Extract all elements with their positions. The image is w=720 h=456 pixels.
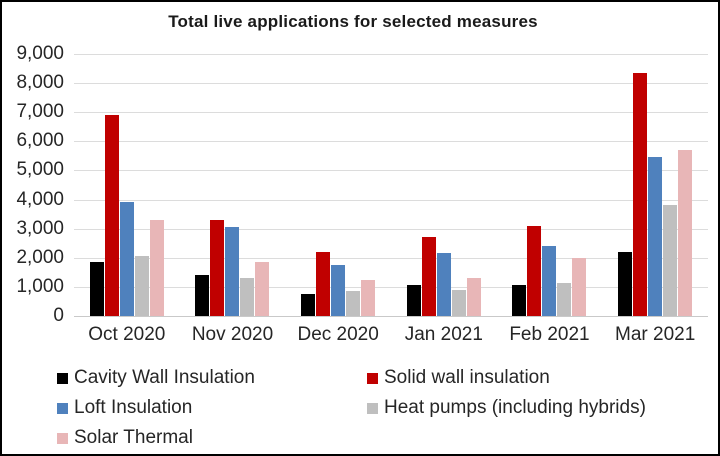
- bar-cavity-wall-insulation-mar-2021: [618, 251, 633, 316]
- bar-cavity-wall-insulation-oct-2020: [89, 262, 104, 316]
- gridline-8000: [74, 83, 708, 85]
- legend-label: Loft Insulation: [74, 397, 193, 418]
- legend-swatch-icon: [57, 372, 68, 384]
- legend-label: Cavity Wall Insulation: [74, 367, 255, 388]
- bar-loft-insulation-oct-2020: [119, 202, 134, 316]
- bar-loft-insulation-dec-2020: [331, 265, 346, 316]
- legend-swatch-icon: [57, 432, 68, 444]
- bar-group-oct-2020: [74, 54, 180, 316]
- x-tick-label: Oct 2020: [88, 324, 166, 345]
- gridline-4000: [74, 199, 708, 201]
- legend-item-heat-pumps-including-hybrids-: Heat pumps (including hybrids): [367, 397, 646, 419]
- legend-swatch-icon: [57, 402, 68, 414]
- plot-area: [74, 54, 708, 317]
- bar-cavity-wall-insulation-feb-2021: [512, 285, 527, 316]
- bar-solid-wall-insulation-mar-2021: [633, 72, 648, 316]
- bar-solid-wall-insulation-nov-2020: [210, 219, 225, 316]
- bar-solar-thermal-mar-2021: [678, 150, 693, 316]
- legend-label: Solid wall insulation: [384, 367, 550, 388]
- bar-group-jan-2021: [391, 54, 497, 316]
- y-tick-label: 0: [53, 305, 64, 326]
- gridline-2000: [74, 257, 708, 259]
- y-tick-label: 4,000: [16, 188, 64, 210]
- bar-solar-thermal-oct-2020: [149, 219, 164, 316]
- bar-heat-pumps-including-hybrids--jan-2021: [451, 289, 466, 316]
- x-tick-label: Feb 2021: [509, 324, 590, 345]
- bar-group-nov-2020: [180, 54, 286, 316]
- bar-heat-pumps-including-hybrids--feb-2021: [557, 282, 572, 316]
- gridline-7000: [74, 112, 708, 114]
- bar-solid-wall-insulation-feb-2021: [527, 225, 542, 316]
- bar-solar-thermal-feb-2021: [572, 257, 587, 316]
- y-tick-label: 2,000: [16, 246, 64, 268]
- y-tick-label: 6,000: [16, 130, 64, 152]
- bar-cavity-wall-insulation-nov-2020: [195, 275, 210, 316]
- bar-loft-insulation-nov-2020: [225, 227, 240, 316]
- legend-swatch-icon: [367, 372, 378, 384]
- x-tick-label: Jan 2021: [404, 324, 483, 345]
- y-tick-label: 5,000: [16, 159, 64, 181]
- bar-loft-insulation-mar-2021: [648, 157, 663, 316]
- bar-cavity-wall-insulation-dec-2020: [301, 294, 316, 316]
- x-tick-label: Dec 2020: [297, 324, 379, 345]
- x-tick-label: Mar 2021: [615, 324, 696, 345]
- y-tick-label: 3,000: [16, 217, 64, 239]
- x-tick-label: Nov 2020: [191, 324, 274, 345]
- legend-label: Heat pumps (including hybrids): [384, 397, 646, 418]
- bar-solar-thermal-jan-2021: [466, 278, 481, 316]
- x-axis: Oct 2020 Nov 2020 Dec 2020 Jan 2021 Feb 2021…: [74, 324, 708, 350]
- gridline-0: [74, 316, 708, 317]
- bar-solid-wall-insulation-jan-2021: [421, 237, 436, 316]
- gridline-6000: [74, 141, 708, 143]
- bar-loft-insulation-feb-2021: [542, 246, 557, 316]
- y-tick-label: 9,000: [16, 43, 64, 64]
- y-tick-label: 1,000: [16, 275, 64, 297]
- bar-group-feb-2021: [497, 54, 603, 316]
- gridline-3000: [74, 228, 708, 230]
- bar-solar-thermal-dec-2020: [361, 279, 376, 316]
- legend-item-solid-wall-insulation: Solid wall insulation: [367, 367, 550, 389]
- bar-solid-wall-insulation-dec-2020: [316, 251, 331, 316]
- bar-heat-pumps-including-hybrids--nov-2020: [240, 278, 255, 316]
- legend-item-loft-insulation: Loft Insulation: [57, 397, 192, 419]
- gridline-9000: [74, 54, 708, 55]
- y-tick-label: 8,000: [16, 72, 64, 94]
- bar-heat-pumps-including-hybrids--dec-2020: [346, 291, 361, 316]
- legend-swatch-icon: [367, 402, 378, 414]
- legend-item-cavity-wall-insulation: Cavity Wall Insulation: [57, 367, 255, 389]
- legend-item-solar-thermal: Solar Thermal: [57, 427, 193, 449]
- gridline-1000: [74, 286, 708, 288]
- gridline-5000: [74, 170, 708, 172]
- y-tick-label: 7,000: [16, 101, 64, 123]
- bar-cavity-wall-insulation-jan-2021: [406, 285, 421, 316]
- y-axis: 0 1,000 2,000 3,000 4,000 5,000 6,000 7,000 8,00…: [2, 43, 64, 326]
- bar-group-dec-2020: [285, 54, 391, 316]
- bar-loft-insulation-jan-2021: [436, 253, 451, 316]
- bar-solar-thermal-nov-2020: [255, 262, 270, 316]
- bar-solid-wall-insulation-oct-2020: [104, 115, 119, 316]
- chart-title: Total live applications for selected mea…: [168, 12, 538, 31]
- legend-label: Solar Thermal: [74, 427, 193, 448]
- bar-heat-pumps-including-hybrids--mar-2021: [663, 205, 678, 316]
- bar-group-mar-2021: [602, 54, 708, 316]
- bar-heat-pumps-including-hybrids--oct-2020: [134, 256, 149, 316]
